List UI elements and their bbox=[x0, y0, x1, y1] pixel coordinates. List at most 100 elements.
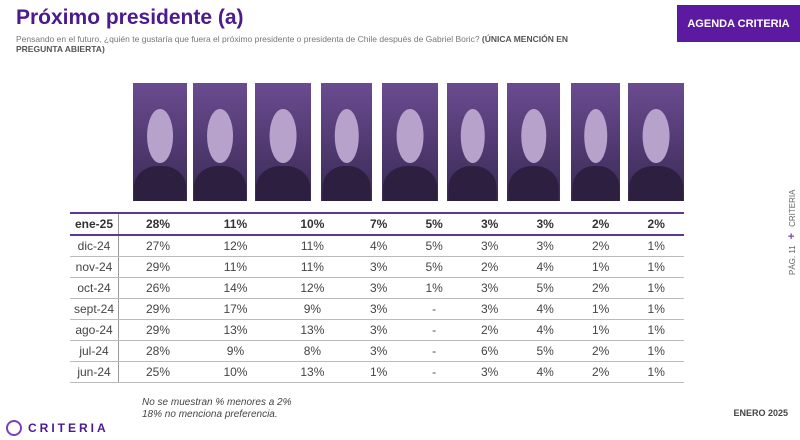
percent-cell: 2% bbox=[572, 340, 629, 362]
percent-cell: 10% bbox=[197, 361, 274, 383]
percent-cell: 3% bbox=[461, 212, 518, 236]
logo-circle-icon bbox=[6, 420, 22, 436]
percent-cell: 1% bbox=[628, 235, 684, 257]
percent-cell: 7% bbox=[350, 212, 407, 236]
percent-cell: 2% bbox=[572, 235, 629, 257]
candidate-photo bbox=[507, 83, 560, 201]
percent-cell: 17% bbox=[197, 298, 274, 320]
candidate-photo bbox=[571, 83, 620, 201]
percent-cell: 29% bbox=[118, 256, 198, 278]
percent-cell: 5% bbox=[517, 340, 573, 362]
percent-cell: 3% bbox=[461, 298, 518, 320]
percent-cell: 13% bbox=[273, 319, 351, 341]
month-label: jun-24 bbox=[70, 361, 119, 383]
percent-cell: 10% bbox=[273, 212, 351, 236]
table-row: ago-24 29% 13% 13% 3% -2% 4% 1% 1% bbox=[70, 319, 684, 341]
percent-cell: 29% bbox=[118, 298, 198, 320]
percent-cell: 29% bbox=[118, 319, 198, 341]
side-brand: CRITERIA bbox=[788, 189, 797, 227]
percent-cell: 1% bbox=[628, 256, 684, 278]
candidate-photo bbox=[447, 83, 498, 201]
percent-cell: 13% bbox=[273, 361, 351, 383]
percent-cell: 4% bbox=[517, 256, 573, 278]
percent-cell: 3% bbox=[350, 319, 407, 341]
page-number: PÁG. 11 bbox=[788, 245, 797, 275]
percent-cell: 11% bbox=[197, 256, 274, 278]
percent-cell: - bbox=[406, 298, 462, 320]
percent-cell: 2% bbox=[572, 361, 629, 383]
table-row: nov-24 29% 11% 11% 3% 5% 2% 4% 1% 1% bbox=[70, 256, 684, 278]
percent-cell: - bbox=[406, 319, 462, 341]
percent-cell: 27% bbox=[118, 235, 198, 257]
table-row: jul-24 28% 9% 8% 3% -6% 5% 2% 1% bbox=[70, 340, 684, 362]
percent-cell: 5% bbox=[517, 277, 573, 299]
percent-cell: 14% bbox=[197, 277, 274, 299]
percent-cell: 3% bbox=[350, 277, 407, 299]
percent-cell: 9% bbox=[197, 340, 274, 362]
percent-cell: 11% bbox=[273, 235, 351, 257]
logo-text: CRITERIA bbox=[28, 421, 109, 435]
question-note: (ÚNICA MENCIÓN EN PREGUNTA ABIERTA) bbox=[16, 34, 569, 54]
percent-cell: 1% bbox=[406, 277, 462, 299]
note-1: No se muestran % menores a 2% bbox=[142, 397, 292, 408]
percent-cell: 2% bbox=[461, 256, 518, 278]
percent-cell: 6% bbox=[461, 340, 518, 362]
percent-cell: 1% bbox=[628, 298, 684, 320]
percent-cell: 1% bbox=[628, 319, 684, 341]
table-row: oct-24 26% 14% 12% 3% 1% 3% 5% 2% 1% bbox=[70, 277, 684, 299]
percent-cell: 11% bbox=[197, 212, 274, 236]
results-table: ene-25 28% 11% 10% 7% 5% 3% 3% 2% 2% dic-24 27% 12% 1… bbox=[70, 212, 684, 383]
percent-cell: 3% bbox=[461, 361, 518, 383]
percent-cell: 1% bbox=[572, 319, 629, 341]
percent-cell: - bbox=[406, 340, 462, 362]
table-row: ene-25 28% 11% 10% 7% 5% 3% 3% 2% 2% bbox=[70, 212, 684, 236]
percent-cell: 1% bbox=[628, 361, 684, 383]
percent-cell: 9% bbox=[273, 298, 351, 320]
percent-cell: 11% bbox=[273, 256, 351, 278]
percent-cell: 2% bbox=[461, 319, 518, 341]
percent-cell: 2% bbox=[572, 212, 629, 236]
percent-cell: 4% bbox=[517, 361, 573, 383]
criteria-logo: CRITERIA bbox=[6, 420, 109, 436]
month-label: nov-24 bbox=[70, 256, 119, 278]
percent-cell: 5% bbox=[406, 235, 462, 257]
note-2: 18% no menciona preferencia. bbox=[142, 409, 278, 420]
percent-cell: 3% bbox=[350, 298, 407, 320]
percent-cell: 28% bbox=[118, 340, 198, 362]
month-label: jul-24 bbox=[70, 340, 119, 362]
percent-cell: 12% bbox=[197, 235, 274, 257]
candidate-photo bbox=[382, 83, 438, 201]
percent-cell: 26% bbox=[118, 277, 198, 299]
percent-cell: 3% bbox=[517, 212, 573, 236]
percent-cell: 1% bbox=[350, 361, 407, 383]
percent-cell: 28% bbox=[118, 212, 198, 236]
percent-cell: 25% bbox=[118, 361, 198, 383]
candidate-photo bbox=[255, 83, 311, 201]
percent-cell: 5% bbox=[406, 212, 462, 236]
percent-cell: 1% bbox=[572, 298, 629, 320]
agenda-criteria-badge: AGENDA CRITERIA bbox=[677, 5, 800, 42]
candidate-photo bbox=[321, 83, 372, 201]
question-text: Pensando en el futuro, ¿quién te gustarí… bbox=[16, 34, 596, 54]
side-label: PÁG. 11 + CRITERIA bbox=[786, 190, 798, 275]
month-label: dic-24 bbox=[70, 235, 119, 257]
percent-cell: 5% bbox=[406, 256, 462, 278]
percent-cell: 4% bbox=[517, 319, 573, 341]
percent-cell: 1% bbox=[628, 277, 684, 299]
candidate-photo bbox=[193, 83, 247, 201]
percent-cell: 2% bbox=[628, 212, 684, 236]
percent-cell: 1% bbox=[628, 340, 684, 362]
percent-cell: 12% bbox=[273, 277, 351, 299]
notes: No se muestran % menores a 2% 18% no men… bbox=[142, 397, 292, 421]
percent-cell: 4% bbox=[517, 298, 573, 320]
percent-cell: 3% bbox=[350, 256, 407, 278]
percent-cell: 3% bbox=[517, 235, 573, 257]
plus-icon: + bbox=[786, 232, 798, 240]
percent-cell: 3% bbox=[461, 277, 518, 299]
candidate-photo bbox=[133, 83, 187, 201]
percent-cell: 13% bbox=[197, 319, 274, 341]
percent-cell: 8% bbox=[273, 340, 351, 362]
month-label: sept-24 bbox=[70, 298, 119, 320]
table-row: sept-24 29% 17% 9% 3% -3% 4% 1% 1% bbox=[70, 298, 684, 320]
percent-cell: 3% bbox=[350, 340, 407, 362]
